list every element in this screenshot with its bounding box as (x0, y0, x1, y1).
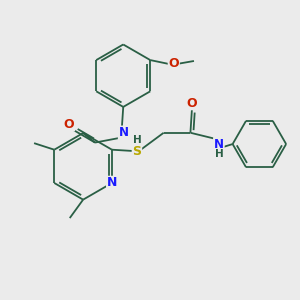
Text: O: O (64, 118, 74, 130)
Text: H: H (214, 149, 223, 159)
Text: N: N (107, 176, 117, 190)
Text: H: H (133, 135, 142, 145)
Text: S: S (132, 145, 141, 158)
Text: O: O (168, 58, 179, 70)
Text: N: N (214, 138, 224, 151)
Text: N: N (118, 126, 128, 139)
Text: O: O (187, 97, 197, 110)
